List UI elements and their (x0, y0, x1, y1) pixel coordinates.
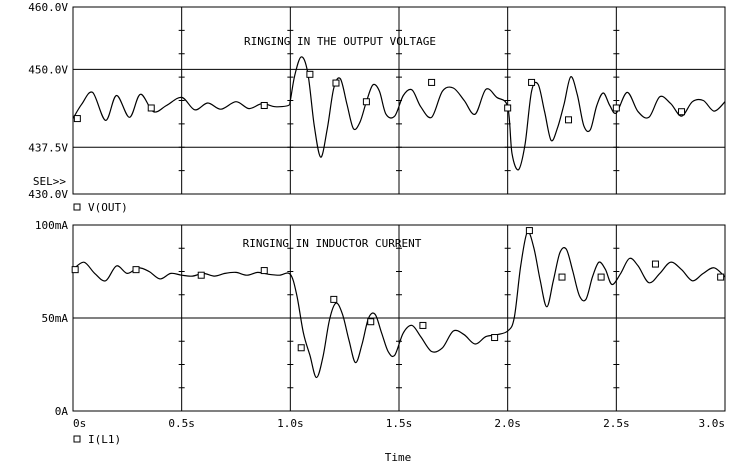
top-series-marker (528, 78, 536, 86)
bottom-series-marker (597, 273, 605, 281)
x-tick-label: 1.0s (277, 417, 304, 430)
top-series-marker (73, 115, 81, 123)
bottom-y-tick-label: 50mA (42, 312, 69, 325)
bottom-series-marker (132, 266, 140, 274)
bottom-y-tick-label: 100mA (35, 219, 68, 232)
bottom-series-marker (330, 295, 338, 303)
top-series-line (72, 56, 726, 171)
bottom-series-marker (525, 227, 533, 235)
x-axis-label: Time (385, 451, 412, 464)
bottom-y-tick-label: 0A (55, 405, 69, 418)
top-series-marker (565, 116, 573, 124)
top-series-marker (332, 79, 340, 87)
x-tick-label: 2.5s (603, 417, 630, 430)
x-tick-label: 2.0s (494, 417, 521, 430)
top-y-tick-label: 450.0V (28, 63, 68, 76)
top-series-marker (260, 101, 268, 109)
bottom-legend-label: I(L1) (88, 433, 121, 446)
x-tick-label: 0.5s (168, 417, 195, 430)
top-y-tick-label: 460.0V (28, 1, 68, 14)
bottom-legend-marker (73, 435, 81, 443)
bottom-series-marker (260, 267, 268, 275)
top-series-marker (428, 78, 436, 86)
top-series-marker (306, 70, 314, 78)
bottom-series-marker (367, 318, 375, 326)
bottom-series-marker (717, 273, 725, 281)
top-series-marker (678, 108, 686, 116)
top-chart-title: RINGING IN THE OUTPUT VOLTAGE (244, 35, 436, 48)
bottom-series-marker (419, 321, 427, 329)
top-y-tick-label: 430.0V (28, 188, 68, 201)
top-series-marker (147, 104, 155, 112)
x-tick-label: 3.0s (699, 417, 726, 430)
bottom-series-marker (297, 344, 305, 352)
top-legend-label: V(OUT) (88, 201, 128, 214)
top-plot-voltage: 430.0V 437.5V 450.0V 460.0V RINGING IN THE O… (28, 1, 726, 214)
top-series-marker (362, 98, 370, 106)
top-legend-marker (73, 203, 81, 211)
top-y-tick-label: 437.5V (28, 141, 68, 154)
sel-marker-label: SEL>> (33, 175, 66, 188)
x-tick-label: 0s (73, 417, 86, 430)
x-tick-label: 1.5s (386, 417, 413, 430)
bottom-series-marker (558, 273, 566, 281)
bottom-series-marker (651, 260, 659, 268)
bottom-series-line (72, 231, 726, 379)
bottom-series-marker (197, 271, 205, 279)
bottom-chart-title: RINGING IN INDUCTOR CURRENT (243, 237, 422, 250)
top-series-marker (612, 104, 620, 112)
bottom-plot-current: 0A 50mA 100mA RINGING IN INDUCTOR CURRENT 0s… (35, 219, 726, 446)
top-series-marker (504, 104, 512, 112)
bottom-series-marker (71, 266, 79, 274)
bottom-series-marker (491, 334, 499, 342)
